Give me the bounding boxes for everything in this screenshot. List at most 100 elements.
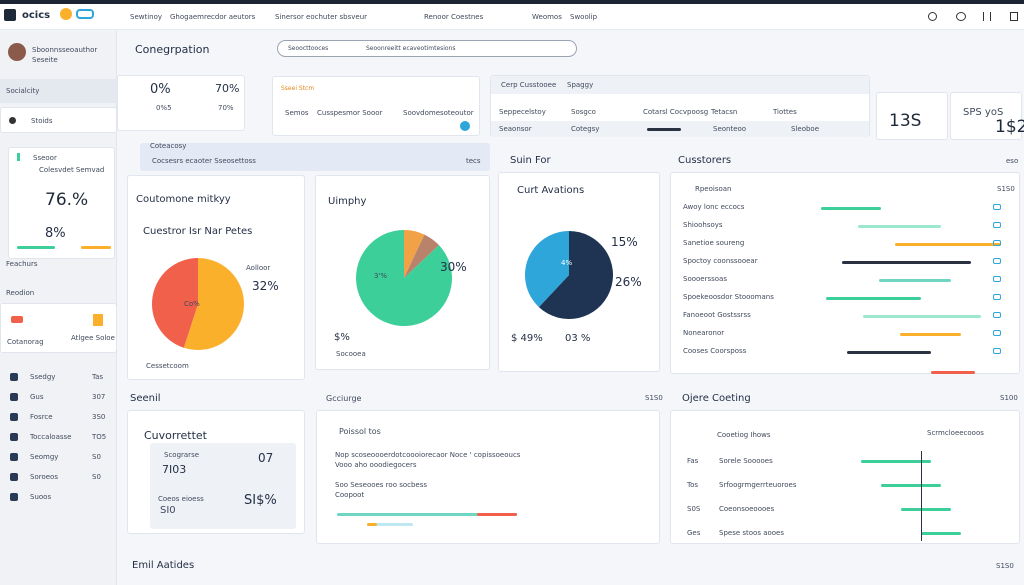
- pie-chart: [152, 258, 245, 350]
- list: Awoy lonc eccocs Shioohsoys Sanetioe soure…: [671, 203, 1021, 374]
- icon: [10, 413, 18, 421]
- bar: [858, 225, 941, 228]
- panel-sub: Cuestror Isr Nar Petes: [143, 226, 253, 237]
- icon[interactable]: [928, 12, 937, 21]
- item: Soovdomesoteoutor: [403, 109, 474, 117]
- list-value: S0: [92, 453, 101, 461]
- section-head: eso: [1006, 157, 1019, 165]
- icon: [993, 294, 1001, 300]
- list-label: Toccaloasse: [30, 433, 72, 441]
- panel-title: Curt Avations: [517, 185, 585, 196]
- value: SI$%: [244, 493, 277, 508]
- icon: [993, 240, 1001, 246]
- text-line: Coopoot: [335, 491, 365, 499]
- bar: [821, 207, 881, 210]
- list: Fas Sorele Sooooes Tos Srfoogrmgerrteuoroes…: [671, 451, 1021, 545]
- icon: [993, 348, 1001, 354]
- bar: [861, 460, 931, 463]
- th: Cerp Cusstooee: [501, 81, 557, 89]
- nav-item[interactable]: Weomos: [532, 13, 562, 21]
- list-value: 307: [92, 393, 106, 401]
- list-label: Coeonsoeoooes: [719, 505, 775, 513]
- bar: [881, 484, 941, 487]
- td: Seonteoo: [713, 125, 747, 133]
- section-head: Cusstorers: [678, 155, 732, 166]
- table-row: Seaonsor Cotegsy Seonteoo Sleoboe: [491, 121, 869, 137]
- nav-item[interactable]: Sinersor eochuter sbsveur: [275, 13, 368, 21]
- pie-slice: [404, 234, 439, 278]
- bar: [17, 246, 55, 249]
- list-value: 3S0: [92, 413, 106, 421]
- search-box[interactable]: Seoocttooces Seoonreeitt ecaveotimtesion…: [277, 40, 577, 57]
- icon[interactable]: [983, 12, 991, 21]
- nav-item[interactable]: Renoor Coestnes: [424, 13, 484, 21]
- pie-label: 4%: [561, 259, 573, 267]
- list-label: Sorele Sooooes: [719, 457, 773, 465]
- list-label: Soroeos: [30, 473, 58, 481]
- th: Spaggy: [567, 81, 594, 89]
- pie-label: Cessetcoom: [146, 362, 189, 370]
- pie-chart: [525, 231, 613, 319]
- bar: [81, 246, 111, 249]
- card-title: Poissol tos: [339, 427, 381, 436]
- text-line: Soo Seseooes roo socbess: [335, 481, 428, 489]
- stat-card: 13S: [876, 92, 948, 140]
- list-label: Soooerssoas: [683, 275, 727, 283]
- icon[interactable]: [956, 12, 966, 21]
- inner: Scograrse 07 7I03 Coeos eioess SI$% SI0: [150, 443, 296, 529]
- pie-label: 32%: [252, 279, 279, 293]
- logo-dot: [60, 8, 72, 20]
- pie-slice: [152, 258, 198, 348]
- nav-item[interactable]: Stoids: [0, 107, 117, 133]
- card: Poissol tos Nop scoseoooerdotcoooiorecao…: [316, 410, 660, 544]
- section: Socialcity: [0, 79, 117, 103]
- list-label: Cooses Coorsposs: [683, 347, 747, 355]
- icon[interactable]: [1010, 12, 1018, 21]
- logo-icon: [4, 9, 16, 21]
- section-head: S1S0: [645, 394, 663, 402]
- icon: [10, 433, 18, 441]
- icon: [993, 258, 1001, 264]
- section-head: Gcciurge: [326, 394, 362, 403]
- pie-label: Socooea: [336, 350, 366, 358]
- card-head: Sseei Stcm: [281, 85, 315, 92]
- footer: Emil Aatides: [132, 560, 195, 571]
- nav-item[interactable]: Swoolip: [570, 13, 598, 21]
- bar: [367, 523, 377, 526]
- banner-text: tecs: [466, 157, 481, 165]
- icon: [11, 316, 23, 323]
- search-text: Seoonreeitt ecaveotimtesions: [366, 45, 456, 52]
- list-label: Fanoeoot Gostssrss: [683, 311, 751, 319]
- button[interactable]: [460, 121, 470, 131]
- td: Sosgco: [571, 108, 596, 116]
- pie-label: 03 %: [565, 333, 591, 344]
- icon: [10, 373, 18, 381]
- list-label: Spoekeoosdor Stooomans: [683, 293, 774, 301]
- list-label: Awoy lonc eccocs: [683, 203, 745, 211]
- pie-label: 15%: [611, 235, 638, 249]
- list-head: Scrmcloeecooos: [927, 429, 984, 437]
- tab[interactable]: Coteacosy: [150, 142, 187, 150]
- accent: [17, 153, 20, 161]
- section-label: Reodion: [6, 289, 35, 297]
- nav-item[interactable]: Ghogaemrecdor aeutors: [170, 13, 256, 21]
- pie-slice: [356, 230, 452, 326]
- card-label: Atlgee Soloe: [71, 334, 115, 342]
- banner: Coteacosy Cocsesrs ecaoter Sseosettoss t…: [140, 142, 490, 171]
- table: Cerp Cusstooee Spaggy Seppecelstoy Sosgco…: [490, 75, 870, 137]
- stat-card: SPS yoS 1$2: [950, 92, 1024, 140]
- nav-item[interactable]: Sewtinoy: [130, 13, 163, 21]
- nav-label: Stoids: [31, 117, 53, 125]
- card-sub: Colesvdet Semvad: [39, 166, 105, 174]
- list-value: S0: [92, 473, 101, 481]
- value: SI0: [160, 505, 176, 516]
- table-head: Cerp Cusstooee Spaggy: [491, 76, 869, 94]
- section-head: Ojere Coeting: [682, 393, 751, 404]
- icon: [10, 493, 18, 501]
- bar: [879, 279, 951, 282]
- section-head: S100: [1000, 394, 1018, 402]
- list-label: Gus: [30, 393, 44, 401]
- bar: [900, 333, 961, 336]
- bar: [901, 508, 951, 511]
- profile-name: Sboonnsseoauthor: [32, 46, 98, 54]
